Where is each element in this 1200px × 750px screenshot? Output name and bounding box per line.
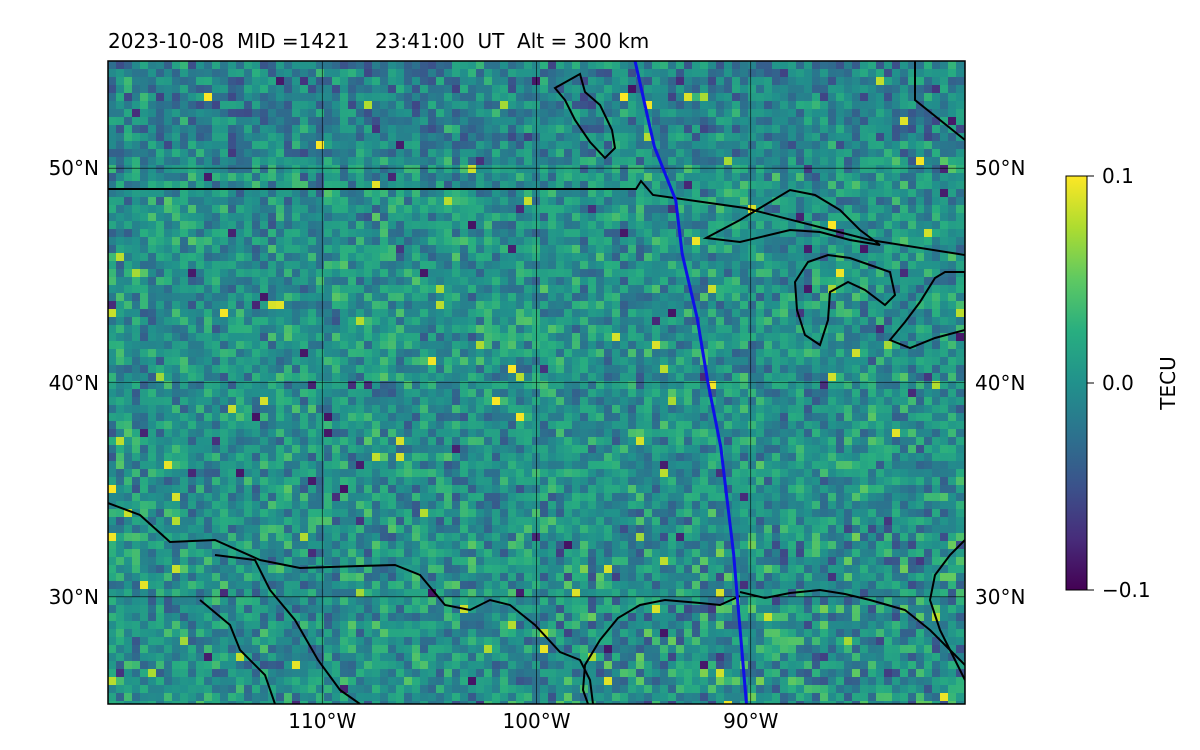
map-frame: [107, 60, 966, 705]
baja-peninsula: [214, 554, 361, 704]
hudson-shore: [914, 61, 965, 141]
satellite-track: [633, 61, 748, 704]
lon-tick-label: 110°W: [288, 709, 357, 733]
lake-michigan: [793, 253, 897, 347]
lat-tick-label: 30°N: [975, 584, 1026, 609]
colorbar: [1065, 175, 1088, 591]
lake-superior: [702, 188, 881, 246]
lat-tick-label: 40°N: [975, 370, 1026, 395]
lat-tick-label: 50°N: [48, 156, 99, 181]
coastlines: [108, 61, 965, 704]
lat-tick-label: 40°N: [48, 370, 99, 395]
colorbar-tick-label: 0.0: [1102, 371, 1134, 395]
baja-inner: [199, 599, 276, 704]
colorbar-tick-label: −0.1: [1102, 578, 1151, 602]
map-title: 2023-10-08 MID =1421 23:41:00 UT Alt = 3…: [108, 29, 650, 53]
texas-coast: [581, 595, 741, 704]
lake-huron-erie: [888, 271, 965, 350]
lat-tick-label: 30°N: [48, 584, 99, 609]
lat-tick-label: 50°N: [975, 156, 1026, 181]
us-canada-border: [108, 179, 965, 256]
mexico-border: [108, 502, 594, 704]
colorbar-label: TECU: [1156, 356, 1180, 410]
gridlines: [108, 61, 965, 704]
lake-winnipeg: [553, 72, 617, 160]
lon-tick-label: 90°W: [723, 709, 779, 733]
colorbar-tick-label: 0.1: [1102, 164, 1134, 188]
lon-tick-label: 100°W: [502, 709, 571, 733]
tec-heatmap: [108, 61, 965, 704]
florida: [928, 539, 965, 681]
